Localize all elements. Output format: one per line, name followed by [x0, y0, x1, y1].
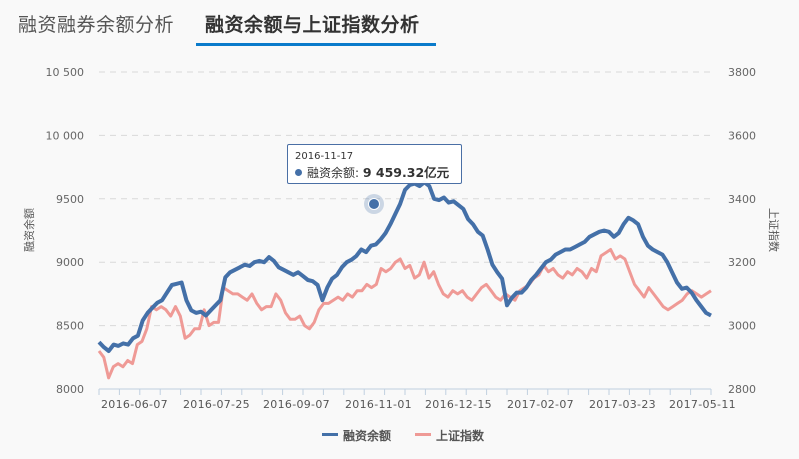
gridlines — [99, 71, 711, 327]
tooltip-row: 融资余额: 9 459.32亿元 — [295, 164, 454, 182]
x-tick-label: 2016-09-07 — [263, 398, 330, 411]
x-tick-label: 2016-11-01 — [345, 398, 412, 411]
tab-margin-balance-analysis[interactable]: 融资融券余额分析 — [18, 14, 175, 36]
y-tick-label-left: 10 500 — [46, 66, 85, 79]
x-tick-label: 2016-06-07 — [101, 398, 168, 411]
y-tick-label-right: 2800 — [728, 383, 756, 396]
y-axis-right-labels: 3800 3600 3400 3200 3000 2800 — [728, 66, 756, 396]
y-tick-label-left: 9500 — [56, 193, 84, 206]
legend-swatch-icon — [415, 433, 431, 436]
x-tick-label: 2016-07-25 — [183, 398, 250, 411]
x-tick-label: 2017-05-11 — [669, 398, 736, 411]
y-tick-label-left: 10 000 — [46, 129, 85, 142]
legend-item-sse-index[interactable]: 上证指数 — [415, 427, 484, 444]
x-tick-label: 2017-03-23 — [589, 398, 656, 411]
y-tick-label-right: 3600 — [728, 129, 756, 142]
y-tick-label-right: 3000 — [728, 320, 756, 333]
x-tick-label: 2017-02-07 — [507, 398, 574, 411]
x-axis-labels: 2016-06-07 2016-07-25 2016-09-07 2016-11-01… — [101, 398, 736, 411]
legend-item-margin-balance[interactable]: 融资余额 — [322, 427, 391, 444]
x-axis-ticks — [98, 389, 712, 395]
y-axis-right-title: 上证指数 — [767, 208, 781, 252]
y-tick-label-right: 3400 — [728, 193, 756, 206]
y-tick-label-right: 3200 — [728, 256, 756, 269]
tooltip-value: 9 459.32 — [362, 165, 425, 180]
series-dot-icon — [295, 169, 302, 176]
tooltip-date: 2016-11-17 — [295, 151, 354, 162]
legend-swatch-icon — [322, 433, 338, 436]
legend-label: 上证指数 — [436, 429, 485, 443]
y-tick-label-left: 8000 — [56, 383, 84, 396]
tab-margin-vs-sse-analysis[interactable]: 融资余额与上证指数分析 — [205, 14, 420, 36]
data-tooltip: 2016-11-17 融资余额: 9 459.32亿元 — [287, 144, 462, 184]
tab-bar: 融资融券余额分析 融资余额与上证指数分析 — [0, 0, 799, 50]
tooltip-series-label: 融资余额: — [307, 166, 363, 180]
margin-balance-line[interactable] — [97, 180, 712, 353]
x-tick-label: 2016-12-15 — [425, 398, 492, 411]
y-axis-left-title: 融资余额 — [22, 208, 36, 252]
y-axis-left-labels: 10 500 10 000 9500 9000 8500 8000 — [46, 66, 85, 396]
legend-label: 融资余额 — [343, 429, 392, 443]
sse-index-line[interactable] — [97, 248, 712, 380]
y-tick-label-left: 9000 — [56, 256, 84, 269]
y-tick-label-right: 3800 — [728, 66, 756, 79]
active-tab-indicator — [196, 43, 436, 46]
hover-point[interactable] — [368, 198, 380, 210]
tooltip-unit: 亿元 — [424, 165, 450, 180]
y-tick-label-left: 8500 — [56, 320, 84, 333]
